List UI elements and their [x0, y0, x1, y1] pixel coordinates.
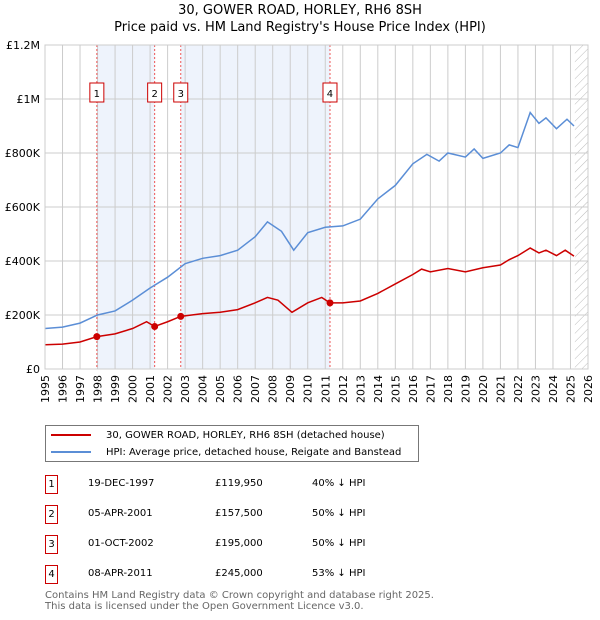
price-chart: 1995 1996 1997 1998 1999 2000 2001 2002 2003 2004… [5, 39, 595, 403]
x-tick-label: 2007 [249, 375, 262, 403]
sale-price: £245,000 [215, 568, 263, 579]
sale-point [326, 299, 334, 307]
legend-swatch-property [51, 434, 91, 436]
chart-subtitle: Price paid vs. HM Land Registry's House … [114, 20, 486, 35]
sale-label-box [147, 82, 163, 103]
y-tick-label: £0 [26, 363, 40, 376]
x-tick-label: 2001 [144, 375, 157, 403]
y-tick-label: £600K [5, 201, 41, 214]
sale-row: 1 19-DEC-1997 £119,950 40% ↓ HPI [45, 475, 405, 495]
footer-line: This data is licensed under the Open Gov… [45, 601, 364, 612]
sale-number-badge: 3 [45, 535, 58, 554]
legend: 30, GOWER ROAD, HORLEY, RH6 8SH (detache… [45, 425, 419, 462]
x-tick-label: 2004 [197, 375, 210, 403]
x-tick-label: 2025 [564, 375, 577, 403]
plot-frame [44, 44, 589, 370]
x-tick-label: 2002 [162, 375, 175, 403]
sale-row: 2 05-APR-2001 £157,500 50% ↓ HPI [45, 505, 405, 525]
sale-label-box [322, 82, 338, 103]
footer: Contains HM Land Registry data © Crown c… [45, 590, 434, 612]
x-tick-label: 2017 [424, 375, 437, 403]
sale-point [151, 322, 159, 330]
footer-line: Contains HM Land Registry data © Crown c… [45, 590, 434, 601]
sale-row: 4 08-APR-2011 £245,000 53% ↓ HPI [45, 565, 405, 585]
sale-row: 3 01-OCT-2002 £195,000 50% ↓ HPI [45, 535, 405, 555]
sale-number-badge: 1 [45, 475, 58, 494]
y-tick-label: £1.2M [6, 39, 40, 52]
y-tick-label: £1M [17, 93, 41, 106]
x-tick-label: 2014 [372, 375, 385, 403]
y-tick-label: £800K [5, 147, 41, 160]
x-tick-label: 2000 [127, 375, 140, 403]
x-tick-label: 2020 [477, 375, 490, 403]
sale-date: 05-APR-2001 [88, 508, 153, 519]
sale-date: 08-APR-2011 [88, 568, 153, 579]
legend-swatch-hpi [51, 451, 91, 453]
sale-hpi-diff: 50% ↓ HPI [312, 538, 366, 549]
sale-hpi-diff: 50% ↓ HPI [312, 508, 366, 519]
x-tick-label: 2023 [529, 375, 542, 403]
sale-price: £195,000 [215, 538, 263, 549]
x-tick-label: 2016 [407, 375, 420, 403]
x-tick-label: 2019 [459, 375, 472, 403]
x-tick-label: 2012 [337, 375, 350, 403]
x-tick-label: 2026 [582, 375, 595, 403]
x-tick-label: 2009 [284, 375, 297, 403]
x-tick-label: 2008 [267, 375, 280, 403]
y-tick-label: £400K [5, 255, 41, 268]
x-tick-label: 1998 [92, 375, 105, 403]
sale-price: £157,500 [215, 508, 263, 519]
sale-hpi-diff: 40% ↓ HPI [312, 478, 366, 489]
x-tick-label: 2018 [442, 375, 455, 403]
x-tick-label: 2006 [232, 375, 245, 403]
sale-price: £119,950 [215, 478, 263, 489]
sale-label: 1 [94, 89, 100, 100]
x-tick-label: 2015 [389, 375, 402, 403]
sale-date: 19-DEC-1997 [88, 478, 155, 489]
legend-label-hpi: HPI: Average price, detached house, Reig… [106, 446, 402, 458]
legend-label-property: 30, GOWER ROAD, HORLEY, RH6 8SH (detache… [106, 429, 385, 441]
sale-label: 4 [327, 89, 333, 100]
sale-point [93, 333, 101, 341]
x-tick-label: 2005 [214, 375, 227, 403]
x-tick-label: 2024 [547, 375, 560, 403]
x-tick-label: 2021 [494, 375, 507, 403]
x-tick-label: 2010 [302, 375, 315, 403]
sale-label-box [173, 82, 189, 103]
x-tick-label: 2003 [179, 375, 192, 403]
chart-title: 30, GOWER ROAD, HORLEY, RH6 8SH [178, 3, 422, 18]
sale-number-badge: 4 [45, 565, 58, 584]
x-tick-label: 2011 [319, 375, 332, 403]
x-tick-label: 1997 [74, 375, 87, 403]
y-tick-label: £200K [5, 309, 41, 322]
sale-label: 3 [178, 89, 184, 100]
sale-date: 01-OCT-2002 [88, 538, 154, 549]
sale-point [177, 312, 185, 320]
x-tick-label: 2013 [354, 375, 367, 403]
hpi-line [44, 110, 575, 330]
sale-label-box [89, 82, 105, 103]
sale-hpi-diff: 53% ↓ HPI [312, 568, 366, 579]
x-tick-label: 1996 [57, 375, 70, 403]
x-tick-label: 1999 [109, 375, 122, 403]
x-tick-label: 1995 [39, 375, 52, 403]
sale-number-badge: 2 [45, 505, 58, 524]
x-tick-label: 2022 [512, 375, 525, 403]
sale-label: 2 [151, 89, 157, 100]
